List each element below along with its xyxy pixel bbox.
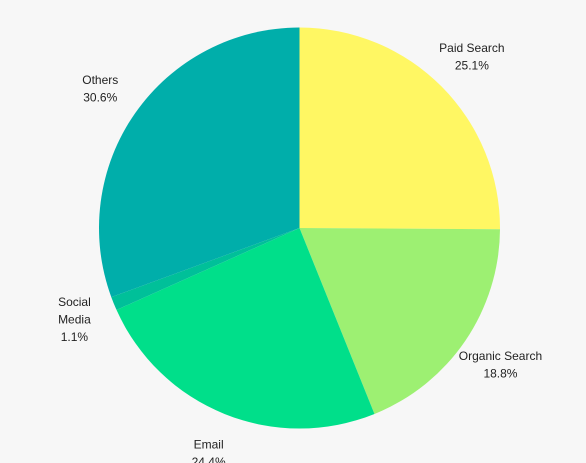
pie-label-others: Others 30.6% bbox=[82, 73, 118, 105]
pie-slice-organic-search bbox=[299, 228, 500, 414]
pie-slice-email bbox=[116, 228, 375, 429]
pie-label-name: Organic Search bbox=[459, 349, 542, 363]
pie-label-name: Social bbox=[58, 295, 91, 309]
pie-label-percent: 30.6% bbox=[83, 91, 117, 105]
pie-label-social-media: Social Media 1.1% bbox=[58, 295, 91, 344]
pie-label-paid-search: Paid Search 25.1% bbox=[439, 41, 504, 72]
pie-label-name: Email bbox=[194, 438, 224, 452]
pie-slices bbox=[98, 27, 500, 429]
pie-slice-social-media bbox=[111, 228, 300, 310]
pie-slice-others bbox=[98, 27, 300, 298]
pie-label-email: Email 24.4% bbox=[192, 438, 226, 463]
pie-slice-paid-search bbox=[299, 27, 500, 230]
pie-label-organic-search: Organic Search 18.8% bbox=[459, 349, 542, 381]
pie-label-percent: 18.8% bbox=[483, 366, 517, 380]
pie-label-percent: 1.1% bbox=[61, 330, 89, 344]
pie-label-percent: 25.1% bbox=[455, 58, 489, 72]
pie-label-name: Others bbox=[82, 73, 118, 87]
pie-label-name: Paid Search bbox=[439, 41, 504, 55]
pie-label-name: Media bbox=[58, 313, 91, 327]
pie-labels: Paid Search 25.1% Organic Search 18.8% Email… bbox=[58, 41, 542, 463]
pie-label-percent: 24.4% bbox=[192, 455, 226, 463]
